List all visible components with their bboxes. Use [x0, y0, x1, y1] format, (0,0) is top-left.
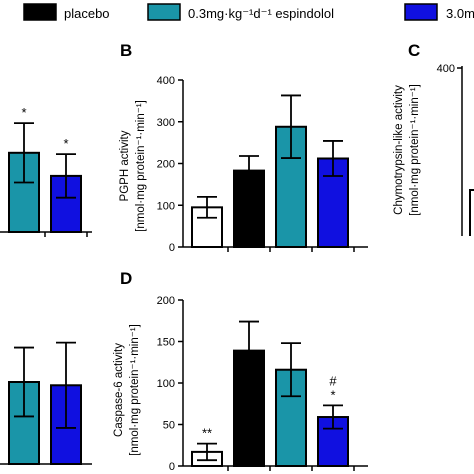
y-axis-label: Caspase-6 activity: [113, 343, 125, 437]
significance-label-2: *: [21, 105, 26, 120]
y-tick-label: 100: [157, 200, 175, 212]
y-tick-label: 50: [163, 420, 175, 432]
y-tick-label: 200: [157, 295, 175, 307]
legend-swatch-0: [23, 3, 57, 21]
significance-label-3: *: [63, 136, 68, 151]
y-tick-label: 300: [157, 117, 175, 129]
charts: 0 100 200 300 400 B PGPH activity [nmol·mg prot…: [0, 41, 474, 473]
significance-label-3: *: [330, 387, 335, 402]
panel-title: D: [120, 269, 132, 288]
y-tick-label: 400: [157, 75, 175, 87]
y-axis-unit: [nmol·mg protein⁻¹·min⁻¹]: [129, 324, 141, 456]
y-tick-label: 400: [437, 63, 455, 75]
y-tick-label: 100: [157, 378, 175, 390]
y-tick-label: 200: [157, 159, 175, 171]
panel-b: 0 100 200 300 400 B PGPH activity [nmol·mg prot…: [119, 41, 368, 254]
significance-label-3: #: [329, 373, 337, 388]
y-tick-label: 0: [169, 461, 175, 473]
legend-swatch-1: [147, 3, 181, 21]
panel-title: B: [120, 41, 132, 60]
panel-c: C 400 Chymotrypsin-like activity [nmol·mg p…: [393, 41, 474, 236]
y-axis-label: Chymotrypsin-like activity: [393, 85, 405, 215]
y-axis-unit: [nmol·mg protein⁻¹·min⁻¹]: [409, 84, 421, 216]
panel-d: 0 50 100 150 200 D Caspase-6 activity [nmol·mg …: [113, 269, 368, 473]
legend: placebo 0.3mg·kg⁻¹d⁻¹ espindolol 3.0mg: [23, 3, 474, 21]
bar-0-partial: [469, 189, 474, 236]
legend-swatch-2: [404, 3, 438, 21]
bar-2: [275, 368, 307, 467]
y-tick-label: 0: [169, 242, 175, 254]
panel-a-bottom: [8, 341, 82, 465]
y-axis-label: PGPH activity: [119, 130, 131, 201]
y-axis-unit: [nmol·mg protein⁻¹·min⁻¹]: [135, 100, 147, 232]
y-tick-label: 150: [157, 337, 175, 349]
legend-label-0: placebo: [64, 6, 110, 21]
panel-a-top: **: [8, 105, 82, 233]
significance-label-0: **: [202, 426, 212, 441]
panel-title: C: [408, 41, 420, 60]
legend-label-1: 0.3mg·kg⁻¹d⁻¹ espindolol: [188, 6, 334, 21]
legend-label-2: 3.0mg: [446, 6, 474, 21]
bar-3: [317, 157, 349, 249]
